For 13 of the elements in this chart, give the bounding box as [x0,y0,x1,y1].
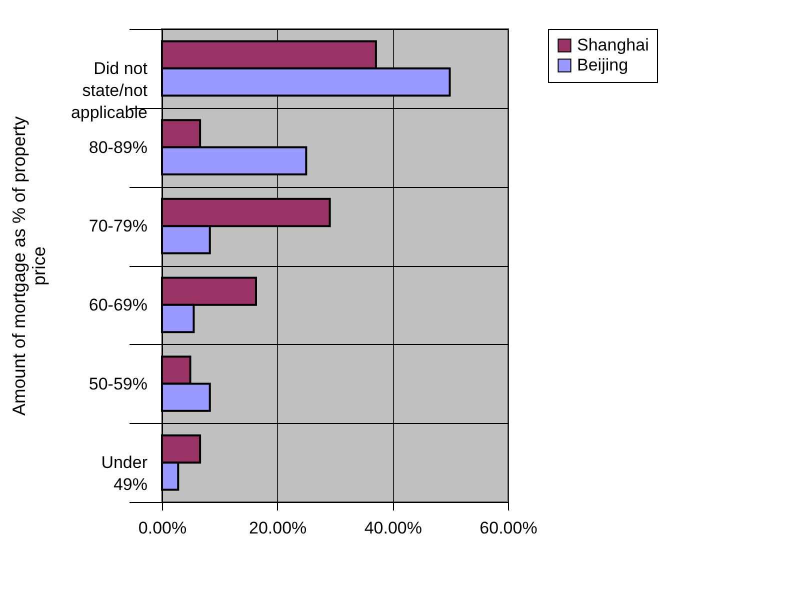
x-tick-label: 20.00% [248,518,307,538]
x-tick-label: 0.00% [138,518,187,538]
x-tick-label: 40.00% [364,518,422,538]
legend-label: Beijing [577,56,628,74]
y-tick-label: Did not state/not applicable [70,58,148,122]
y-tick-label: 70-79% [88,216,148,236]
y-tick-label: 50-59% [88,374,148,394]
y-tick-label: Under 49% [101,453,148,494]
legend-label: Shanghai [577,36,649,54]
x-tick-label: 60.00% [480,518,538,538]
y-tick-label: 80-89% [88,138,148,157]
y-axis-title: Amount of mortgage as % of property price [8,116,49,416]
y-tick-label: 60-69% [88,295,148,314]
